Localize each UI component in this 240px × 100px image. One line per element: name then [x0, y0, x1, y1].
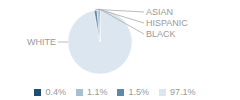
svg-text:BLACK: BLACK — [146, 29, 176, 39]
html-text:97.1%: 97.1% — [170, 87, 196, 97]
svg-text:ASIAN: ASIAN — [146, 7, 173, 17]
html-text:1.5%: 1.5% — [128, 87, 149, 97]
svg-text:HISPANIC: HISPANIC — [146, 18, 188, 28]
html-text:0.4%: 0.4% — [45, 87, 66, 97]
html-text:1.1%: 1.1% — [87, 87, 108, 97]
svg-text:WHITE: WHITE — [27, 37, 56, 47]
